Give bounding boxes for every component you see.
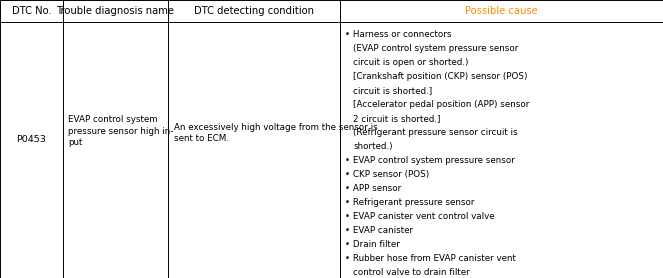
Text: Possible cause: Possible cause <box>465 6 538 16</box>
Text: An excessively high voltage from the sensor is
sent to ECM.: An excessively high voltage from the sen… <box>174 123 378 143</box>
Text: [Accelerator pedal position (APP) sensor: [Accelerator pedal position (APP) sensor <box>353 100 529 109</box>
Text: P0453: P0453 <box>17 135 46 143</box>
Text: (Refrigerant pressure sensor circuit is: (Refrigerant pressure sensor circuit is <box>353 128 518 137</box>
Text: • EVAP canister vent control valve: • EVAP canister vent control valve <box>345 212 495 221</box>
Text: DTC No.: DTC No. <box>12 6 51 16</box>
Text: • APP sensor: • APP sensor <box>345 184 401 193</box>
Text: • Refrigerant pressure sensor: • Refrigerant pressure sensor <box>345 198 475 207</box>
Text: circuit is shorted.]: circuit is shorted.] <box>353 86 432 95</box>
Text: • Harness or connectors: • Harness or connectors <box>345 30 452 39</box>
Text: control valve to drain filter: control valve to drain filter <box>353 268 470 277</box>
Text: shorted.): shorted.) <box>353 142 392 151</box>
Text: Trouble diagnosis name: Trouble diagnosis name <box>56 6 174 16</box>
Text: (EVAP control system pressure sensor: (EVAP control system pressure sensor <box>353 44 518 53</box>
Text: • EVAP canister: • EVAP canister <box>345 226 413 235</box>
Text: [Crankshaft position (CKP) sensor (POS): [Crankshaft position (CKP) sensor (POS) <box>353 72 528 81</box>
Text: DTC detecting condition: DTC detecting condition <box>194 6 314 16</box>
Text: • CKP sensor (POS): • CKP sensor (POS) <box>345 170 429 179</box>
Text: 2 circuit is shorted.]: 2 circuit is shorted.] <box>353 114 440 123</box>
Text: • EVAP control system pressure sensor: • EVAP control system pressure sensor <box>345 156 515 165</box>
Text: • Rubber hose from EVAP canister vent: • Rubber hose from EVAP canister vent <box>345 254 516 263</box>
Text: circuit is open or shorted.): circuit is open or shorted.) <box>353 58 469 67</box>
Text: EVAP control system
pressure sensor high in-
put: EVAP control system pressure sensor high… <box>68 115 174 147</box>
Text: • Drain filter: • Drain filter <box>345 240 400 249</box>
